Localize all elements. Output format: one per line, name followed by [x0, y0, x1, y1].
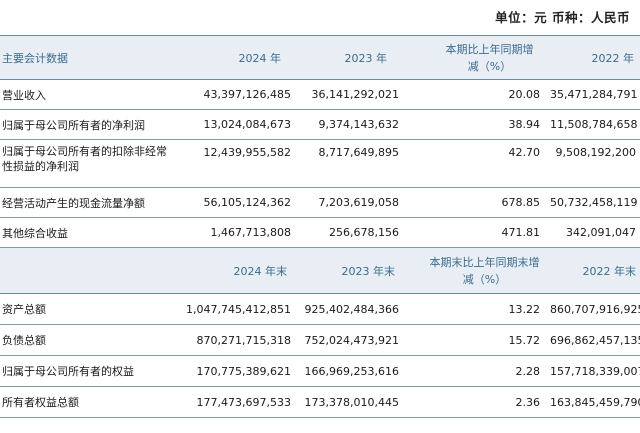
col-header-change-end: 本期末比上年同期末增减（%） — [403, 247, 546, 294]
table-row: 负债总额 870,271,715,318 752,024,473,921 15.… — [0, 324, 640, 356]
value-2023: 7,203,619,058 — [295, 187, 403, 218]
value-2024: 12,439,955,582 — [172, 139, 295, 188]
value-2024: 13,024,084,673 — [172, 109, 295, 140]
value-2024: 56,105,124,362 — [172, 187, 295, 218]
value-2022: 35,471,284,791 — [546, 79, 640, 110]
value-2023: 36,141,292,021 — [295, 79, 403, 110]
value-change: 38.94 — [403, 109, 546, 140]
col-header-item — [0, 247, 172, 294]
value-2022: 9,508,192,200 — [546, 139, 640, 188]
value-2023: 752,024,473,921 — [295, 324, 403, 356]
value-2023: 173,378,010,445 — [295, 386, 403, 418]
row-label: 营业收入 — [0, 79, 172, 110]
table-row: 归属于母公司所有者的权益 170,775,389,621 166,969,253… — [0, 355, 640, 387]
value-2024: 43,397,126,485 — [172, 79, 295, 110]
value-change: 2.28 — [403, 355, 546, 387]
row-label: 归属于母公司所有者的扣除非经常性损益的净利润 — [0, 139, 172, 188]
section1-header-row: 主要会计数据 2024 年 2023 年 本期比上年同期增减（%） 2022 年 — [0, 35, 640, 80]
value-2023: 925,402,484,366 — [295, 293, 403, 325]
row-label: 资产总额 — [0, 293, 172, 325]
row-label: 其他综合收益 — [0, 217, 172, 248]
value-2023: 8,717,649,895 — [295, 139, 403, 188]
col-header-2024: 2024 年 — [172, 35, 295, 80]
value-change: 20.08 — [403, 79, 546, 110]
value-2023: 166,969,253,616 — [295, 355, 403, 387]
value-2024: 1,467,713,808 — [172, 217, 295, 248]
col-header-2023: 2023 年 — [295, 35, 403, 80]
value-change: 42.70 — [403, 139, 546, 188]
col-header-2022: 2022 年 — [546, 35, 640, 80]
table-row: 归属于母公司所有者的净利润 13,024,084,673 9,374,143,6… — [0, 109, 640, 140]
table-row: 归属于母公司所有者的扣除非经常性损益的净利润 12,439,955,582 8,… — [0, 139, 640, 188]
value-2022: 50,732,458,119 — [546, 187, 640, 218]
value-2022: 696,862,457,135 — [546, 324, 640, 356]
value-2022: 163,845,459,790 — [546, 386, 640, 418]
value-2024: 1,047,745,412,851 — [172, 293, 295, 325]
col-header-2024-end: 2024 年末 — [172, 247, 295, 294]
row-label: 经营活动产生的现金流量净额 — [0, 187, 172, 218]
value-change: 678.85 — [403, 187, 546, 218]
row-label: 负债总额 — [0, 324, 172, 356]
col-header-change: 本期比上年同期增减（%） — [403, 35, 546, 80]
col-header-item: 主要会计数据 — [0, 35, 172, 80]
table-row: 经营活动产生的现金流量净额 56,105,124,362 7,203,619,0… — [0, 187, 640, 218]
value-2023: 256,678,156 — [295, 217, 403, 248]
value-2024: 170,775,389,621 — [172, 355, 295, 387]
table-row: 营业收入 43,397,126,485 36,141,292,021 20.08… — [0, 79, 640, 110]
col-header-2022-end: 2022 年末 — [546, 247, 640, 294]
value-change: 471.81 — [403, 217, 546, 248]
value-2022: 342,091,047 — [546, 217, 640, 248]
section2-header-row: 2024 年末 2023 年末 本期末比上年同期末增减（%） 2022 年末 — [0, 247, 640, 294]
value-2023: 9,374,143,632 — [295, 109, 403, 140]
value-2022: 11,508,784,658 — [546, 109, 640, 140]
row-label: 归属于母公司所有者的净利润 — [0, 109, 172, 140]
row-label: 归属于母公司所有者的权益 — [0, 355, 172, 387]
table-row: 资产总额 1,047,745,412,851 925,402,484,366 1… — [0, 293, 640, 325]
value-2024: 870,271,715,318 — [172, 324, 295, 356]
value-change: 15.72 — [403, 324, 546, 356]
table-row: 所有者权益总额 177,473,697,533 173,378,010,445 … — [0, 386, 640, 418]
value-2022: 860,707,916,925 — [546, 293, 640, 325]
value-change: 13.22 — [403, 293, 546, 325]
table-row: 其他综合收益 1,467,713,808 256,678,156 471.81 … — [0, 217, 640, 248]
row-label: 所有者权益总额 — [0, 386, 172, 418]
key-accounting-data-table: 主要会计数据 2024 年 2023 年 本期比上年同期增减（%） 2022 年… — [0, 35, 640, 418]
value-2024: 177,473,697,533 — [172, 386, 295, 418]
value-change: 2.36 — [403, 386, 546, 418]
col-header-2023-end: 2023 年末 — [295, 247, 403, 294]
unit-currency-note: 单位：元 币种：人民币 — [495, 10, 630, 25]
value-2022: 157,718,339,007 — [546, 355, 640, 387]
